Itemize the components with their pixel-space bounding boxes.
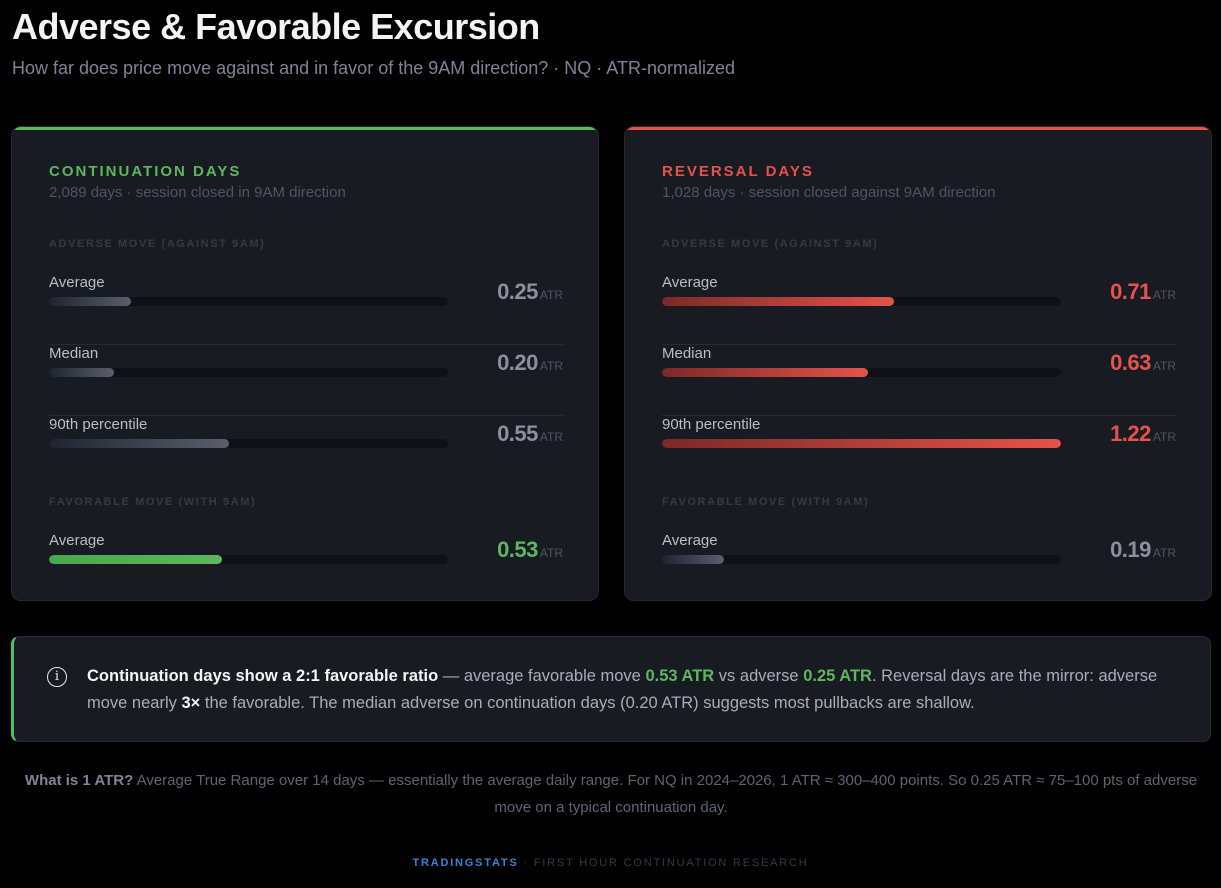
metric-label: Average	[662, 532, 718, 549]
metric-bar-track	[49, 297, 448, 306]
metric-unit: ATR	[1152, 430, 1176, 444]
card-title: CONTINUATION DAYS	[49, 163, 242, 180]
metric-bar-track	[662, 297, 1061, 306]
adverse-section-label: ADVERSE MOVE (AGAINST 9AM)	[662, 238, 879, 250]
card-title: REVERSAL DAYS	[662, 163, 814, 180]
metric-value: 1.22 ATR	[1110, 421, 1176, 446]
metric-bar-track	[662, 439, 1061, 448]
metric-bar-fill	[49, 555, 223, 564]
metric-unit: ATR	[539, 359, 563, 373]
metric-label: Median	[662, 345, 712, 362]
metric-row: 90th percentile 0.55 ATR	[49, 416, 563, 487]
metric-row: Average 0.53 ATR	[49, 532, 563, 600]
metric-row: Average 0.25 ATR	[49, 274, 563, 345]
page-title: Adverse & Favorable Excursion	[12, 6, 540, 47]
continuation-card: CONTINUATION DAYS 2,089 days · session c…	[11, 126, 599, 601]
metric-label: Average	[662, 274, 718, 291]
metric-unit: ATR	[539, 288, 563, 302]
metric-label: Average	[49, 532, 105, 549]
metric-label: 90th percentile	[662, 416, 761, 433]
atr-note: What is 1 ATR? Average True Range over 1…	[24, 772, 1198, 816]
card-description: 1,028 days · session closed against 9AM …	[662, 184, 996, 201]
metric-label: 90th percentile	[49, 416, 148, 433]
metric-bar-fill	[662, 297, 895, 306]
metric-bar-track	[662, 368, 1061, 377]
favorable-section-label: FAVORABLE MOVE (WITH 9AM)	[662, 496, 870, 508]
metric-value: 0.63 ATR	[1110, 350, 1176, 375]
card-accent-bar	[12, 127, 598, 130]
metric-value: 0.25 ATR	[497, 279, 563, 304]
metric-bar-fill	[49, 368, 115, 377]
metric-value: 0.20 ATR	[497, 350, 563, 375]
footer: TRADINGSTATS · FIRST HOUR CONTINUATION R…	[412, 857, 809, 869]
favorable-section-label: FAVORABLE MOVE (WITH 9AM)	[49, 496, 257, 508]
metric-row: Median 0.63 ATR	[662, 345, 1176, 416]
insight-callout: i Continuation days show a 2:1 favorable…	[11, 636, 1211, 742]
metric-unit: ATR	[1152, 288, 1176, 302]
metric-unit: ATR	[1152, 546, 1176, 560]
reversal-card: REVERSAL DAYS 1,028 days · session close…	[624, 126, 1212, 601]
adverse-section-label: ADVERSE MOVE (AGAINST 9AM)	[49, 238, 266, 250]
metric-bar-fill	[662, 439, 1061, 448]
metric-row: Average 0.71 ATR	[662, 274, 1176, 345]
metric-value: 0.71 ATR	[1110, 279, 1176, 304]
metric-bar-fill	[49, 297, 131, 306]
metric-value: 0.19 ATR	[1110, 537, 1176, 562]
metric-bar-track	[662, 555, 1061, 564]
info-icon: i	[47, 667, 67, 687]
metric-value: 0.55 ATR	[497, 421, 563, 446]
metric-row: 90th percentile 1.22 ATR	[662, 416, 1176, 487]
metric-value: 0.53 ATR	[497, 537, 563, 562]
metric-bar-track	[49, 368, 448, 377]
page-subtitle: How far does price move against and in f…	[12, 58, 735, 78]
metric-unit: ATR	[539, 546, 563, 560]
footer-brand[interactable]: TRADINGSTATS	[412, 857, 519, 869]
metric-bar-track	[49, 555, 448, 564]
metric-label: Average	[49, 274, 105, 291]
metric-bar-fill	[662, 555, 725, 564]
metric-row: Median 0.20 ATR	[49, 345, 563, 416]
metric-label: Median	[49, 345, 99, 362]
insight-text: Continuation days show a 2:1 favorable r…	[87, 667, 1158, 712]
metric-row: Average 0.19 ATR	[662, 532, 1176, 600]
metric-bar-fill	[662, 368, 869, 377]
card-description: 2,089 days · session closed in 9AM direc…	[49, 184, 346, 201]
metric-unit: ATR	[1152, 359, 1176, 373]
metric-bar-fill	[49, 439, 229, 448]
metric-bar-track	[49, 439, 448, 448]
card-accent-bar	[625, 127, 1211, 130]
metric-unit: ATR	[539, 430, 563, 444]
